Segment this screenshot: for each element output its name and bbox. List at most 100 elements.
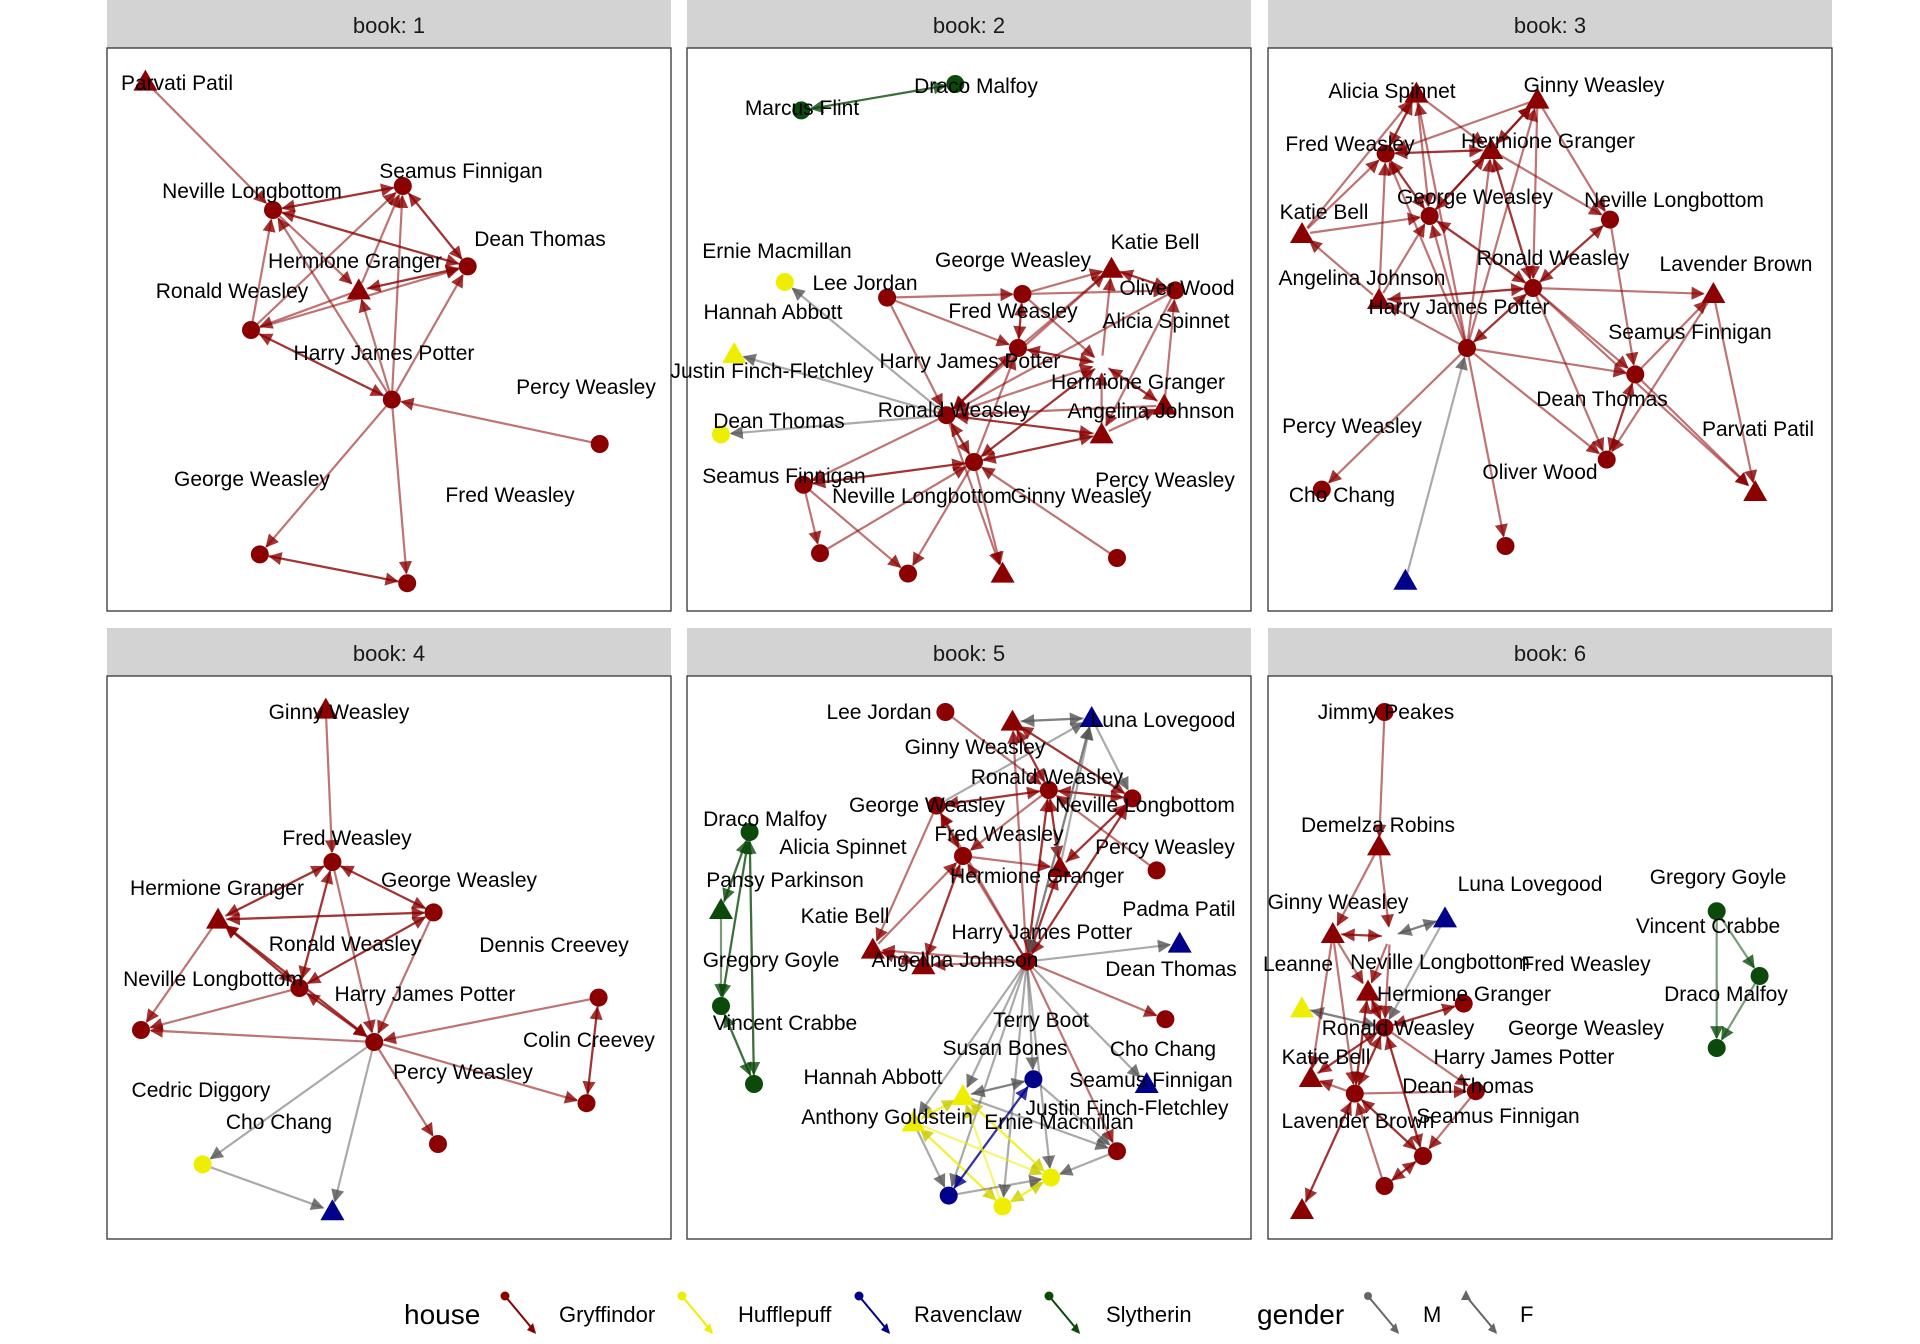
edge-GW-RW	[944, 786, 1041, 806]
node-label: Hermione Granger	[1377, 983, 1551, 1006]
edge-HP-HG	[1466, 158, 1496, 341]
node-NL	[1375, 1018, 1394, 1037]
edge-OW-HG	[1105, 297, 1173, 427]
node-labels: Marcus Flint Draco Malfoy Ernie Macmillan L…	[670, 75, 1235, 508]
edge-OC-FW	[1026, 345, 1094, 364]
edge-AS-GW	[1416, 101, 1434, 208]
nodes	[712, 75, 1185, 583]
edge-HP-AS	[1414, 102, 1467, 341]
node-labels: Jimmy Peakes Demelza Robins Luna Lovegood G…	[1263, 701, 1788, 1133]
edge-GW-HG	[226, 911, 426, 926]
edge-TB-SF	[1038, 1083, 1111, 1146]
edge-HG-AS	[1108, 408, 1157, 433]
edge-HG-SF	[360, 193, 401, 284]
node-GiW	[990, 561, 1015, 583]
legend-gender-title: gender	[1257, 1299, 1344, 1330]
node-DR	[1367, 834, 1391, 856]
node-PP	[133, 69, 158, 91]
edge-RW-NL	[251, 218, 276, 323]
edge-RW-HP	[257, 332, 385, 397]
node-label: Luna Lovegood	[1091, 709, 1236, 732]
edge-HP-DT	[1472, 352, 1600, 455]
edge-NL-HG	[1371, 999, 1384, 1021]
node-DT	[1156, 1010, 1175, 1029]
edge-GW-KB	[1029, 268, 1104, 293]
edge-VC-GG	[723, 1013, 752, 1078]
edge-TB-SB	[971, 1079, 1026, 1098]
legend-gender-label-M: M	[1423, 1302, 1441, 1327]
edge-SF-NL	[281, 186, 396, 213]
edge-SF-JF	[1059, 1153, 1110, 1176]
node-DT	[1597, 450, 1616, 469]
node-label: Angelina Johnson	[1279, 267, 1446, 290]
node-KB	[1099, 256, 1124, 278]
node-label: Pansy Parkinson	[706, 869, 864, 892]
node-label: Leanne	[1263, 953, 1333, 976]
edge-HP-JF	[1026, 969, 1056, 1169]
edge-FW-NL	[1392, 1004, 1457, 1028]
node-HP	[937, 406, 956, 425]
node-GG	[712, 997, 730, 1015]
node-label: Hermione Granger	[268, 250, 442, 273]
node-label: Draco Malfoy	[703, 808, 827, 831]
legend: house Gryffindor Hufflepuff Ravenclaw Slyth…	[404, 1290, 1533, 1334]
node-label: Vincent Crabbe	[1636, 915, 1780, 938]
edge-LJ-RW	[951, 715, 1042, 785]
node-label: Ronald Weasley	[878, 399, 1031, 422]
node-label: Ronald Weasley	[269, 933, 422, 956]
node-label: Cedric Diggory	[132, 1079, 271, 1102]
panel-strip	[687, 628, 1251, 676]
edge-DT-HP	[1390, 1161, 1417, 1182]
node-label: George Weasley	[381, 869, 538, 892]
node-label: Katie Bell	[801, 905, 890, 928]
node-label: Katie Bell	[1280, 201, 1369, 224]
node-HP	[1458, 339, 1476, 357]
edge-GiW-RW	[1332, 941, 1359, 1086]
legend-key-slytherin	[1048, 1295, 1080, 1333]
node-label: Cho Chang	[1289, 484, 1395, 507]
edge-FW-HP	[333, 869, 376, 1034]
edge-HP-PdP	[1034, 939, 1172, 962]
node-AJ	[1367, 288, 1391, 309]
node-label: Hermione Granger	[950, 865, 1124, 888]
node-CC	[1134, 1072, 1159, 1093]
edge-GiW-FW	[1393, 101, 1531, 153]
node-FW	[398, 574, 417, 593]
edge-GW-FW	[1013, 301, 1027, 340]
edge-HP-GiW	[1468, 107, 1538, 341]
node-label: Draco Malfoy	[1664, 983, 1788, 1006]
panel-book-5: book: 5 Lee Jordan Luna Lovegood Ginny Weas…	[686, 628, 1252, 1240]
node-label: Draco Malfoy	[914, 75, 1038, 98]
node-label: George Weasley	[935, 249, 1092, 272]
edge-LB-PP	[1713, 301, 1758, 484]
node-label: Percy Weasley	[1095, 836, 1235, 859]
edge-HG-RW	[259, 292, 352, 329]
legend-gender-arrow	[1488, 1323, 1497, 1334]
node-label: Neville Longbottom	[1350, 951, 1530, 974]
legend-label-slytherin: Slytherin	[1106, 1302, 1192, 1327]
node-TB	[1024, 1070, 1043, 1089]
node-PW	[1312, 480, 1331, 499]
node-label: Ernie Macmillan	[702, 240, 851, 263]
panel-strip	[1268, 628, 1832, 676]
edge-CD-CC	[209, 1166, 325, 1210]
edge-RW-KB	[1318, 1079, 1348, 1092]
node-SF	[1108, 1142, 1126, 1161]
node-HA	[722, 342, 747, 363]
node-label: Seamus Finnigan	[1069, 1069, 1232, 1092]
edge-GiW-HG	[1336, 940, 1364, 985]
node-label: Percy Weasley	[1282, 415, 1422, 438]
node-label: Fred Weasley	[282, 827, 412, 850]
node-OW	[1166, 281, 1185, 300]
node-PP	[1743, 480, 1768, 501]
edge-GiW-RW	[1526, 107, 1541, 280]
edge-RW-HP	[1023, 797, 1049, 953]
legend-key-hufflepuff	[681, 1295, 713, 1333]
node-DT	[1375, 1177, 1394, 1195]
edge-RW-PP	[1538, 292, 1749, 487]
node-label: Ronald Weasley	[1322, 1017, 1475, 1040]
node-label: Demelza Robins	[1301, 814, 1455, 837]
edge-NL-RW	[1539, 224, 1605, 283]
edge-HP-PW	[1328, 352, 1463, 484]
